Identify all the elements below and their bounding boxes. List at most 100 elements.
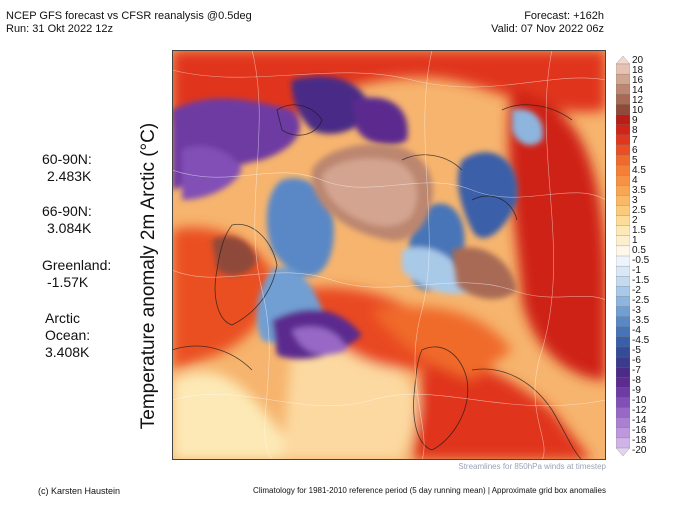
colorbar-tick-label: -2 [632,285,641,296]
colorbar-swatch [615,286,631,297]
colorbar-tick-label: 20 [632,55,644,66]
colorbar-swatch [615,154,631,166]
header-left: NCEP GFS forecast vs CFSR reanalysis @0.… [6,10,252,36]
colorbar-tick-label: -0.5 [632,255,650,266]
colorbar-tick-label: 0.5 [632,245,646,256]
colorbar-swatch [615,397,631,409]
colorbar-tick-label: 9 [632,115,638,126]
stat-66-90n-label: 66-90N: [42,203,92,219]
colorbar-tick-label: 14 [632,85,644,96]
colorbar [615,55,631,457]
colorbar-swatch [615,447,631,457]
colorbar-swatch [615,245,631,257]
colorbar-tick-label: -18 [632,435,647,446]
colorbar-swatch [615,265,631,277]
run-time: Run: 31 Okt 2022 12z [6,23,114,35]
colorbar-swatch [615,296,631,308]
forecast-hour: Forecast: +162h [524,10,604,22]
colorbar-swatch [615,205,631,217]
colorbar-tick-label: -12 [632,405,647,416]
stat-arctic-ocean-value: 3.408K [45,344,90,360]
colorbar-swatch [615,195,631,207]
colorbar-graphic [615,55,631,457]
colorbar-tick-label: 2 [632,215,638,226]
colorbar-tick-label: -14 [632,415,647,426]
y-axis-label: Temperature anomaly 2m Arctic (°C) [138,122,159,430]
anomaly-map [172,50,606,460]
colorbar-tick-label: -8 [632,375,641,386]
colorbar-swatch [615,104,631,116]
stat-60-90n-value: 2.483K [47,168,92,184]
colorbar-swatch [615,316,631,328]
colorbar-tick-label: -1.5 [632,275,650,286]
colorbar-tick-label: -10 [632,395,647,406]
colorbar-swatch [615,437,631,449]
stat-66-90n-value: 3.084K [47,220,92,236]
colorbar-swatch [615,336,631,348]
colorbar-swatch [615,215,631,227]
credit: (c) Karsten Haustein [38,486,121,496]
colorbar-tick-label: -6 [632,355,641,366]
colorbar-swatch [615,94,631,105]
colorbar-tick-label: -4 [632,325,641,336]
colorbar-tick-label: -7 [632,365,641,376]
colorbar-tick-label: -4.5 [632,335,650,346]
colorbar-tick-label: -16 [632,425,647,436]
colorbar-swatch [615,84,631,95]
colorbar-swatch [615,427,631,439]
header-right: Forecast: +162h Valid: 07 Nov 2022 06z [491,10,604,36]
anomaly-map-graphic [172,50,606,460]
colorbar-swatch [615,387,631,399]
colorbar-swatch [615,276,631,287]
colorbar-swatch [615,55,631,65]
colorbar-swatch [615,235,631,247]
stat-arctic-ocean: Arctic Ocean: 3.408K [45,310,90,361]
colorbar-tick-label: -3.5 [632,315,650,326]
stat-greenland-value: -1.57K [47,274,89,290]
colorbar-tick-label: 1 [632,235,638,246]
colorbar-tick-label: 18 [632,65,644,76]
colorbar-tick-label: -20 [632,445,647,456]
colorbar-tick-label: -5 [632,345,641,356]
colorbar-swatch [615,346,631,358]
valid-time: Valid: 07 Nov 2022 06z [491,23,604,35]
streamline-note: Streamlines for 850hPa winds at timestep [458,462,606,471]
colorbar-tick-label: 8 [632,125,638,136]
stat-arctic-ocean-label-2: Ocean: [45,327,91,343]
colorbar-swatch [615,124,631,136]
colorbar-swatch [615,407,631,419]
colorbar-tick-label: 1.5 [632,225,646,236]
colorbar-tick-label: 4.5 [632,165,646,176]
colorbar-swatch [615,63,631,75]
colorbar-tick-label: 10 [632,105,644,116]
colorbar-tick-label: 12 [632,95,644,106]
map-title: NCEP GFS forecast vs CFSR reanalysis @0.… [6,10,252,22]
stat-greenland-label: Greenland: [42,257,112,273]
colorbar-tick-label: 6 [632,145,638,156]
colorbar-swatch [615,356,631,368]
colorbar-swatch [615,306,631,318]
colorbar-swatch [615,255,631,267]
colorbar-tick-label: -2.5 [632,295,650,306]
colorbar-tick-label: 7 [632,135,638,146]
colorbar-swatch [615,175,631,186]
colorbar-swatch [615,134,631,146]
colorbar-tick-label: 5 [632,155,638,166]
colorbar-tick-label: 3.5 [632,185,646,196]
colorbar-tick-label: 16 [632,75,644,86]
climatology-note: Climatology for 1981-2010 reference peri… [253,486,606,495]
colorbar-tick-label: -1 [632,265,641,276]
stat-greenland: Greenland: -1.57K [42,257,111,291]
colorbar-swatch [615,164,631,176]
colorbar-tick-label: -9 [632,385,641,396]
colorbar-swatch [615,73,631,85]
colorbar-swatch [615,144,631,156]
colorbar-swatch [615,326,631,338]
colorbar-swatch [615,377,631,388]
colorbar-tick-label: 4 [632,175,638,186]
colorbar-swatch [615,185,631,196]
stat-66-90n: 66-90N: 3.084K [42,203,92,237]
colorbar-swatch [615,367,631,378]
stat-arctic-ocean-label: Arctic [45,310,80,326]
stat-60-90n-label: 60-90N: [42,151,92,167]
